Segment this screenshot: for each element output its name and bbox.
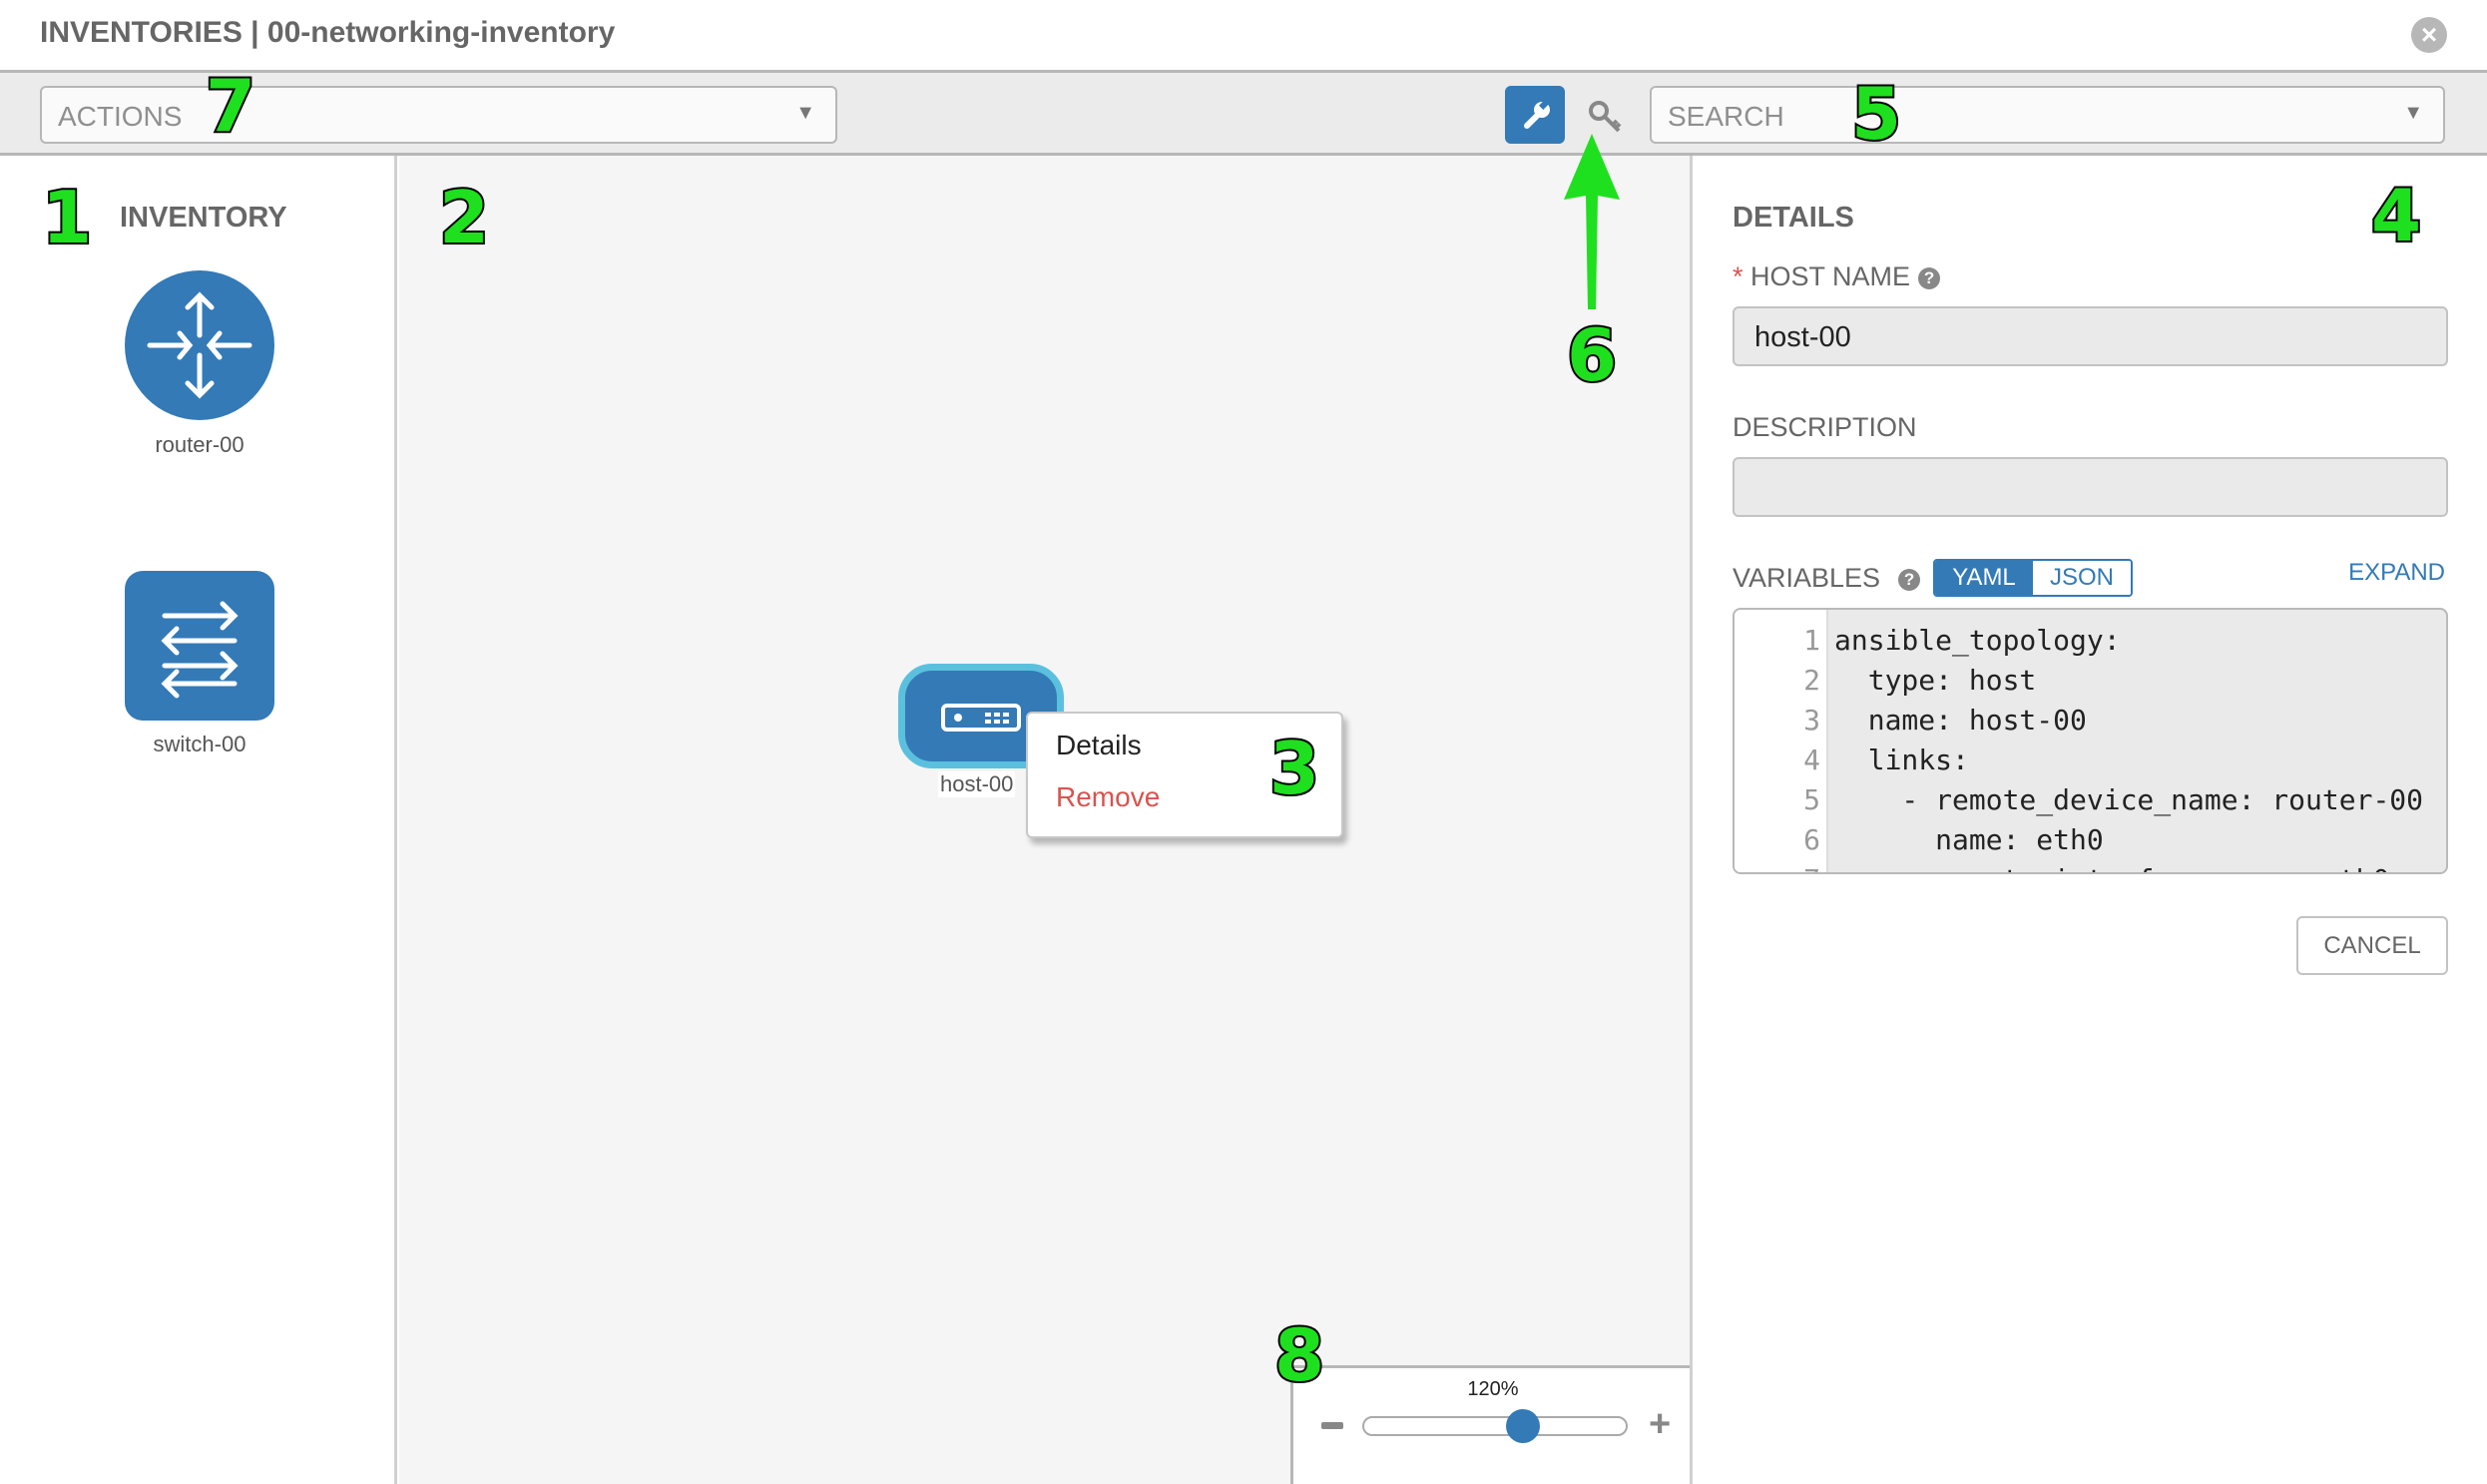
chevron-down-icon: ▼: [2403, 102, 2423, 124]
search-dropdown[interactable]: SEARCH ▼: [1650, 86, 2445, 144]
variables-label: VARIABLES?: [1733, 563, 1921, 594]
json-toggle[interactable]: JSON: [2033, 561, 2131, 595]
description-input[interactable]: [1733, 457, 2448, 517]
topology-canvas[interactable]: host-00 Details Remove 120% +: [399, 156, 1690, 1484]
chevron-down-icon: ▼: [795, 102, 815, 124]
annotation-5: 5: [1849, 72, 1903, 156]
help-icon[interactable]: ?: [1898, 569, 1921, 591]
router-icon[interactable]: [125, 270, 274, 420]
zoom-slider-handle[interactable]: [1506, 1409, 1540, 1443]
server-icon: [941, 704, 1021, 732]
code-line: remote_interface_name: eth0: [1834, 863, 2389, 872]
details-panel: DETAILS * HOST NAME? host-00 DESCRIPTION…: [1690, 156, 2487, 1484]
cancel-button[interactable]: CANCEL: [2296, 916, 2448, 975]
zoom-in-button[interactable]: +: [1649, 1403, 1672, 1445]
variables-editor[interactable]: 1 2 3 4 5 6 7 ansible_topology: type: host nam…: [1733, 608, 2448, 874]
annotation-8: 8: [1272, 1313, 1326, 1397]
format-toggle: YAML JSON: [1933, 559, 2133, 597]
required-mark: *: [1733, 261, 1743, 291]
actions-dropdown[interactable]: ACTIONS ▼: [40, 86, 837, 144]
help-icon[interactable]: ?: [1918, 267, 1941, 289]
host-label: host-00: [938, 771, 1016, 797]
key-icon[interactable]: [1587, 99, 1623, 135]
context-menu: Details Remove: [1026, 712, 1343, 838]
annotation-2: 2: [437, 176, 491, 259]
line-number: 5: [1803, 783, 1820, 816]
title-bar: INVENTORIES | 00-networking-inventory ×: [0, 0, 2487, 73]
zoom-slider[interactable]: [1362, 1416, 1628, 1436]
toolbar: ACTIONS ▼ SEARCH ▼: [0, 73, 2487, 156]
page-title: INVENTORIES | 00-networking-inventory: [40, 16, 616, 49]
wrench-button[interactable]: [1505, 86, 1565, 144]
host-name-label: * HOST NAME?: [1733, 261, 1941, 292]
host-name-label-text: HOST NAME: [1750, 261, 1911, 291]
zoom-control: 120% +: [1290, 1365, 1690, 1484]
line-number: 1: [1803, 624, 1820, 657]
line-number: 4: [1803, 743, 1820, 776]
annotation-7: 7: [204, 64, 257, 148]
menu-item-remove[interactable]: Remove: [1056, 781, 1161, 812]
search-placeholder: SEARCH: [1668, 101, 1784, 132]
router-label: router-00: [155, 432, 245, 457]
line-number: 3: [1803, 704, 1820, 737]
code-line: ansible_topology:: [1834, 624, 2121, 657]
host-name-input[interactable]: host-00: [1733, 306, 2448, 366]
zoom-out-button[interactable]: [1321, 1422, 1343, 1429]
wrench-icon: [1524, 100, 1550, 129]
inventory-title: INVENTORY: [120, 202, 287, 234]
switch-icon[interactable]: [125, 571, 274, 721]
details-title: DETAILS: [1733, 202, 1854, 234]
annotation-3: 3: [1267, 727, 1321, 810]
code-line: name: eth0: [1834, 823, 2104, 856]
annotation-6: 6: [1565, 313, 1619, 397]
expand-link[interactable]: EXPAND: [2348, 559, 2445, 586]
annotation-arrow-icon: [1564, 134, 1620, 309]
line-number: 2: [1803, 664, 1820, 697]
code-line: type: host: [1834, 664, 2037, 697]
line-number: 6: [1803, 823, 1820, 856]
switch-label: switch-00: [153, 732, 247, 756]
annotation-4: 4: [2369, 174, 2423, 257]
yaml-toggle[interactable]: YAML: [1935, 561, 2033, 595]
line-gutter: 1 2 3 4 5 6 7: [1735, 610, 1828, 872]
code-line: - remote_device_name: router-00: [1834, 783, 2424, 816]
actions-placeholder: ACTIONS: [58, 101, 183, 132]
zoom-level: 120%: [1467, 1378, 1519, 1400]
close-icon[interactable]: ×: [2411, 17, 2447, 53]
code-line: links:: [1834, 743, 1969, 776]
menu-item-details[interactable]: Details: [1056, 730, 1142, 760]
description-label: DESCRIPTION: [1733, 412, 1917, 442]
code-line: name: host-00: [1834, 704, 2087, 737]
variables-label-text: VARIABLES: [1733, 563, 1881, 593]
inventory-panel: INVENTORY router-00 switch-00: [0, 156, 397, 1484]
annotation-1: 1: [40, 176, 94, 259]
line-number: 7: [1803, 863, 1820, 872]
